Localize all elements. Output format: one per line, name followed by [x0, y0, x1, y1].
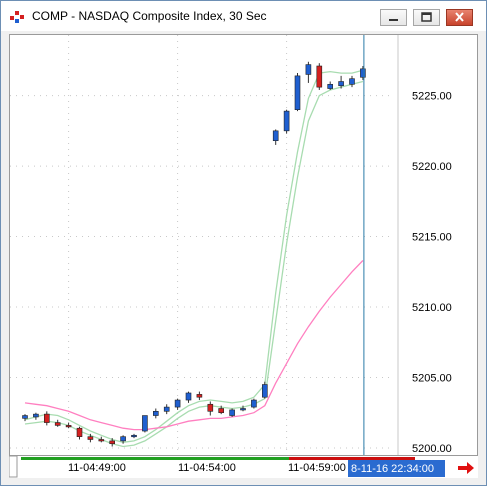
- candle-up: [305, 64, 312, 75]
- candle-up: [360, 68, 366, 78]
- candle-down: [54, 422, 61, 426]
- candle-down: [76, 427, 83, 437]
- loaded-range-bar: [21, 457, 289, 460]
- axis-scroll-start[interactable]: [8, 455, 18, 478]
- candle-down: [87, 436, 94, 440]
- minimize-icon: [389, 19, 398, 21]
- right-arrow-icon[interactable]: [458, 462, 474, 474]
- candle-up: [251, 399, 257, 408]
- candle-down: [98, 439, 105, 442]
- title-bar[interactable]: COMP - NASDAQ Composite Index, 30 Sec: [1, 1, 486, 31]
- cursor-time-badge: [348, 460, 445, 477]
- candle-down: [207, 403, 214, 412]
- candle-up: [142, 415, 148, 432]
- time-label-1: 11-04:54:00: [178, 462, 236, 474]
- candle-up: [294, 75, 301, 110]
- window-title: COMP - NASDAQ Composite Index, 30 Sec: [32, 9, 267, 23]
- candle-up: [327, 84, 334, 89]
- candle-up: [163, 406, 170, 412]
- y-tick-label: 5215.00: [412, 232, 452, 244]
- chart-panel[interactable]: 5200.00 5205.00 5210.00 5215.00 5220.00 5225.…: [9, 34, 478, 456]
- candle-up: [153, 411, 159, 416]
- gap-range-bar: [289, 457, 415, 460]
- restore-button[interactable]: [413, 9, 440, 26]
- y-tick-label: 5210.00: [412, 302, 452, 314]
- candle-up: [262, 384, 268, 398]
- restore-icon: [421, 12, 432, 22]
- cursor-time-label: 8-11-16 22:34:00: [351, 463, 434, 475]
- minimize-button[interactable]: [380, 9, 407, 26]
- candle-up: [229, 409, 235, 416]
- band-upper-line: [24, 69, 364, 443]
- chart-app-icon: [10, 11, 24, 23]
- candle-up: [120, 436, 126, 442]
- candle-up: [283, 110, 290, 132]
- candle-down: [218, 408, 224, 414]
- close-button[interactable]: [446, 9, 473, 26]
- candle-up: [349, 78, 355, 85]
- candle-down: [109, 440, 115, 445]
- moving-average-line: [24, 260, 364, 431]
- candle-up: [338, 81, 344, 87]
- close-icon: [455, 12, 464, 22]
- candle-up: [174, 399, 181, 408]
- candle-up: [240, 408, 246, 411]
- time-label-2: 11-04:59:00: [288, 462, 346, 474]
- band-lower-line: [24, 80, 364, 448]
- time-label-0: 11-04:49:00: [68, 462, 126, 474]
- time-axis-canvas: 11-04:49:00 11-04:54:00 11-04:59:00 8-11…: [8, 455, 474, 478]
- y-tick-label: 5200.00: [412, 443, 452, 455]
- candle-up: [33, 413, 39, 418]
- y-tick-label: 5220.00: [412, 161, 452, 173]
- candle-up: [272, 130, 279, 142]
- candle-down: [43, 413, 50, 423]
- candle-down: [316, 65, 323, 88]
- candle-down: [65, 425, 72, 428]
- candle-up: [185, 392, 192, 401]
- y-tick-label: 5205.00: [412, 372, 452, 384]
- time-axis[interactable]: 11-04:49:00 11-04:54:00 11-04:59:00 8-11…: [8, 455, 478, 478]
- candle-up: [131, 434, 137, 438]
- price-chart[interactable]: 5200.00 5205.00 5210.00 5215.00 5220.00 5225.…: [10, 35, 477, 455]
- y-tick-label: 5225.00: [412, 91, 452, 103]
- candle-up: [22, 415, 28, 419]
- candle-down: [196, 394, 203, 398]
